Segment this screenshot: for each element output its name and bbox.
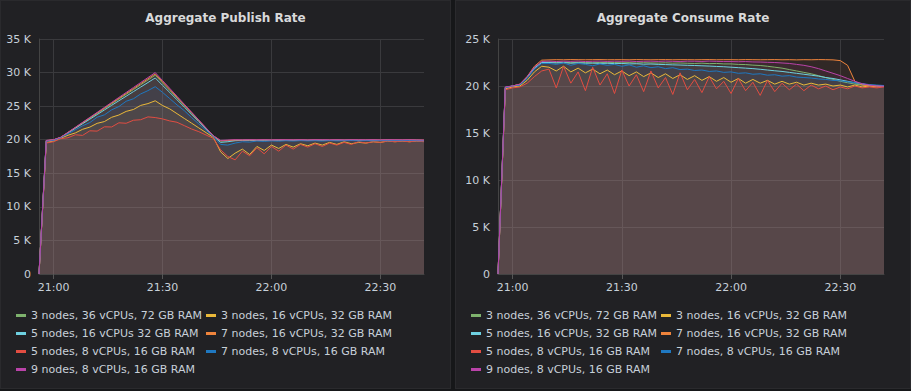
svg-text:5 nodes, 8 vCPUs, 16 GB RAM: 5 nodes, 8 vCPUs, 16 GB RAM <box>31 345 195 358</box>
svg-text:7 nodes, 8 vCPUs, 16 GB RAM: 7 nodes, 8 vCPUs, 16 GB RAM <box>676 345 840 358</box>
svg-text:5 nodes, 8 vCPUs, 16 GB RAM: 5 nodes, 8 vCPUs, 16 GB RAM <box>486 345 650 358</box>
svg-text:15 K: 15 K <box>465 127 490 140</box>
svg-text:35 K: 35 K <box>6 33 31 46</box>
svg-text:15 K: 15 K <box>6 167 31 180</box>
svg-text:22:00: 22:00 <box>715 281 747 294</box>
svg-text:10 K: 10 K <box>465 174 490 187</box>
svg-text:9 nodes, 8 vCPUs, 16 GB RAM: 9 nodes, 8 vCPUs, 16 GB RAM <box>486 363 650 376</box>
svg-text:21:00: 21:00 <box>497 281 529 294</box>
svg-text:22:30: 22:30 <box>365 281 397 294</box>
svg-text:5 nodes, 16 vCPUs, 32 GB RAM: 5 nodes, 16 vCPUs, 32 GB RAM <box>486 327 657 340</box>
svg-text:0: 0 <box>24 268 31 281</box>
svg-text:5 nodes, 16 vCPUs 32 GB RAM: 5 nodes, 16 vCPUs 32 GB RAM <box>31 327 199 340</box>
svg-text:21:30: 21:30 <box>606 281 638 294</box>
svg-text:20 K: 20 K <box>6 133 31 146</box>
svg-text:3 nodes, 36 vCPUs, 72 GB RAM: 3 nodes, 36 vCPUs, 72 GB RAM <box>486 309 657 322</box>
svg-text:30 K: 30 K <box>6 66 31 79</box>
svg-text:7 nodes, 16 vCPUs, 32 GB RAM: 7 nodes, 16 vCPUs, 32 GB RAM <box>221 327 392 340</box>
svg-text:21:00: 21:00 <box>38 281 70 294</box>
svg-text:5 K: 5 K <box>13 234 31 247</box>
svg-text:3 nodes, 36 vCPUs, 72 GB RAM: 3 nodes, 36 vCPUs, 72 GB RAM <box>31 309 202 322</box>
svg-text:7 nodes, 16 vCPUs, 32 GB RAM: 7 nodes, 16 vCPUs, 32 GB RAM <box>676 327 847 340</box>
svg-text:10 K: 10 K <box>6 200 31 213</box>
svg-text:9 nodes, 8 vCPUs, 16 GB RAM: 9 nodes, 8 vCPUs, 16 GB RAM <box>31 363 195 376</box>
svg-text:0: 0 <box>483 268 490 281</box>
svg-text:7 nodes, 8 vCPUs, 16 GB RAM: 7 nodes, 8 vCPUs, 16 GB RAM <box>221 345 385 358</box>
svg-text:21:30: 21:30 <box>147 281 179 294</box>
svg-text:3 nodes, 16 vCPUs, 32 GB RAM: 3 nodes, 16 vCPUs, 32 GB RAM <box>221 309 392 322</box>
svg-text:3 nodes, 16 vCPUs, 32 GB RAM: 3 nodes, 16 vCPUs, 32 GB RAM <box>676 309 847 322</box>
svg-text:22:30: 22:30 <box>824 281 856 294</box>
svg-text:22:00: 22:00 <box>256 281 288 294</box>
svg-text:Aggregate Publish Rate: Aggregate Publish Rate <box>145 11 306 25</box>
svg-text:25 K: 25 K <box>6 100 31 113</box>
svg-text:Aggregate Consume Rate: Aggregate Consume Rate <box>597 11 770 25</box>
svg-text:20 K: 20 K <box>465 80 490 93</box>
svg-text:5 K: 5 K <box>472 221 490 234</box>
svg-text:25 K: 25 K <box>465 33 490 46</box>
